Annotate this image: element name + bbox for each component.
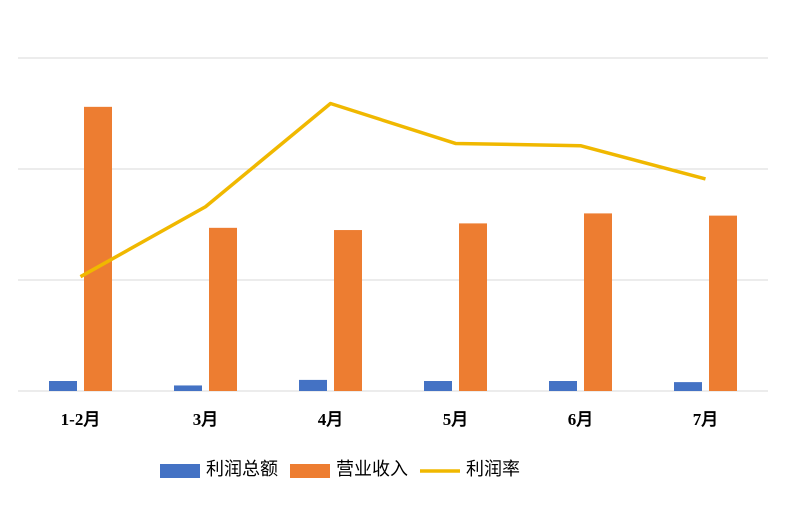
legend-label: 营业收入 [336,459,408,479]
legend-swatch [290,464,330,478]
bar [424,381,452,391]
bar [299,379,327,391]
bar [549,381,577,391]
bar [49,381,77,391]
bar [459,223,487,391]
x-tick-label: 6月 [568,410,594,429]
x-tick-label: 1-2月 [61,410,101,429]
legend-label: 利润总额 [206,459,278,479]
x-tick-label: 4月 [318,410,344,429]
bar [84,106,112,391]
bar [334,230,362,391]
line [79,101,706,279]
legend-label: 利润率 [466,459,520,479]
bar [209,227,237,391]
x-tick-label: 5月 [443,410,469,429]
x-tick-label: 7月 [693,410,719,429]
bar [674,382,702,391]
bar [174,385,202,391]
legend-swatch [160,464,200,478]
bar [709,215,737,391]
x-tick-label: 3月 [193,410,219,429]
bar [584,213,612,391]
